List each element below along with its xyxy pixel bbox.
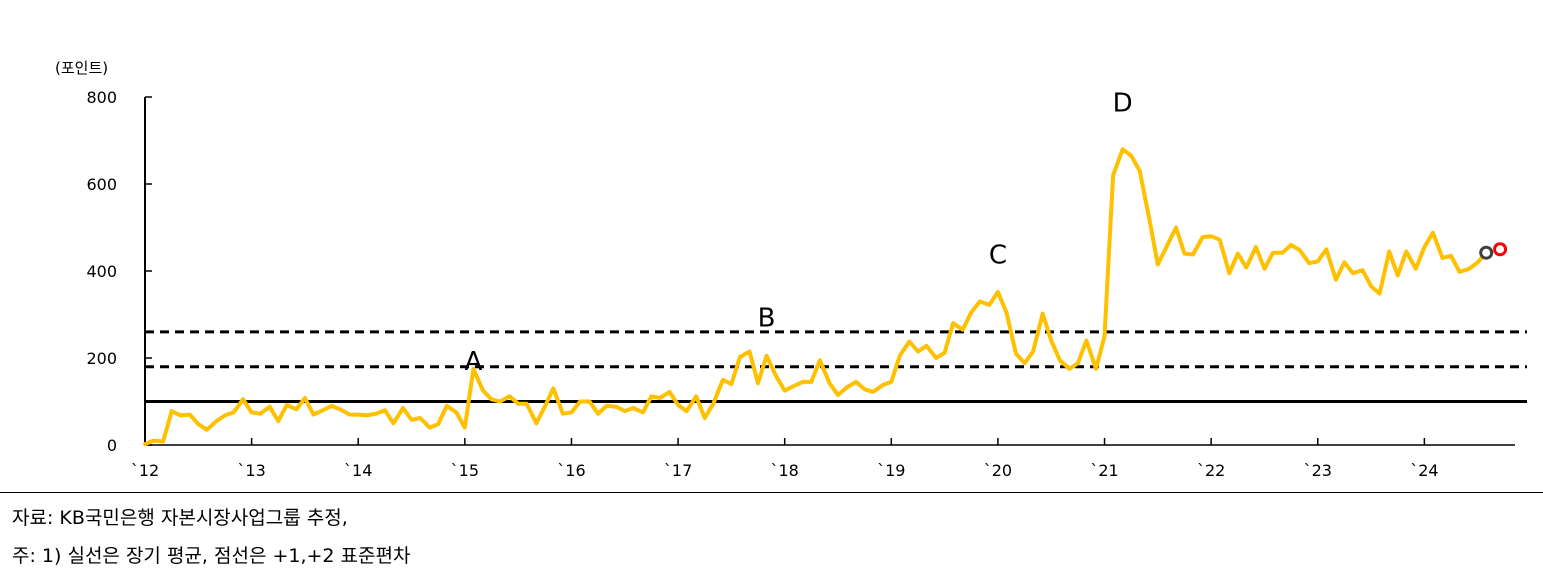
- y-axis: 0 200 400 600 800: [86, 88, 152, 455]
- reference-lines: [145, 330, 1527, 403]
- end-marker-1: [1493, 242, 1508, 257]
- x-tick-label: `22: [1197, 461, 1225, 480]
- end-marker-0: [1479, 245, 1494, 260]
- x-tick-label: `15: [451, 461, 479, 480]
- y-tick-label: 0: [107, 436, 117, 455]
- y-tick-label: 200: [86, 349, 117, 368]
- x-tick-label: `18: [771, 461, 799, 480]
- x-axis: `12 `13 `14 `15 `16 `17 `18 `19 `20 `21 `22 `23 `24: [131, 438, 1515, 480]
- y-tick-label: 400: [86, 262, 117, 281]
- footer-divider: [0, 492, 1543, 493]
- annotation-b: B: [758, 304, 776, 334]
- source-note: 자료: KB국민은행 자본시장사업그룹 추정,: [12, 507, 348, 529]
- series-line-0: [143, 147, 1489, 447]
- end-markers: [1479, 242, 1508, 260]
- x-tick-label: `21: [1090, 461, 1118, 480]
- footnote: 주: 1) 실선은 장기 평균, 점선은 +1,+2 표준편차: [12, 545, 411, 567]
- annotation-d: D: [1113, 88, 1133, 118]
- x-tick-label: `17: [664, 461, 692, 480]
- annotations: A B C D: [464, 88, 1132, 377]
- x-tick-label: `24: [1410, 461, 1438, 480]
- y-tick-label: 800: [86, 88, 117, 107]
- x-tick-label: `14: [344, 461, 372, 480]
- x-tick-label: `23: [1304, 461, 1332, 480]
- x-tick-label: `20: [984, 461, 1012, 480]
- annotation-c: C: [989, 241, 1007, 271]
- x-tick-label: `19: [877, 461, 905, 480]
- annotation-a: A: [464, 347, 482, 377]
- x-tick-label: `13: [237, 461, 265, 480]
- y-tick-label: 600: [86, 175, 117, 194]
- x-tick-label: `16: [557, 461, 585, 480]
- x-tick-label: `12: [131, 461, 159, 480]
- y-axis-unit: (포인트): [55, 59, 108, 77]
- series-group: [143, 147, 1489, 447]
